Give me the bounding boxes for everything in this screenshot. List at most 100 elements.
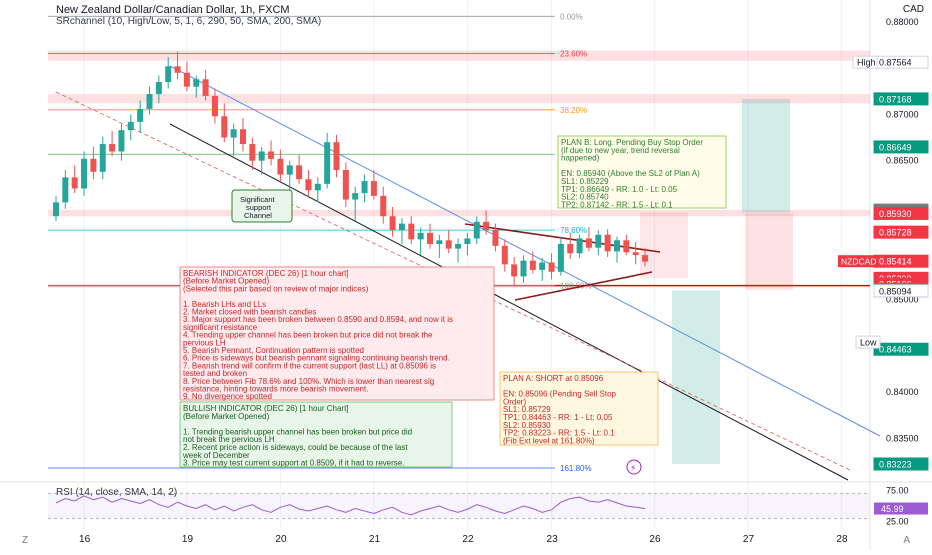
candle-body[interactable] [118,130,125,152]
bearish-indicator-box-text: 7. Bearish trend will confirm if the cur… [183,361,436,370]
candle-body[interactable] [183,72,190,87]
plan-a-box[interactable] [499,371,659,446]
candle-body[interactable] [333,142,340,170]
candle-body[interactable] [604,234,611,252]
indicator-label[interactable]: SRchannel (10, High/Low, 5, 1, 6, 290, 5… [56,16,322,27]
candle-body[interactable] [137,108,144,122]
candle-body[interactable] [81,158,88,189]
candle-body[interactable] [361,181,368,194]
candle-body[interactable] [539,262,546,270]
bullish-indicator-box-text: 3. Price may test current support at 0.8… [183,459,404,468]
candle-body[interactable] [155,82,162,95]
candle-body[interactable] [109,144,116,152]
candle-body[interactable] [202,79,209,96]
sr-zone [48,209,870,217]
bullish-indicator-box-text: 1. Trending bearish upper channel has be… [183,427,412,436]
candle-body[interactable] [548,262,555,272]
candle-body[interactable] [90,158,97,172]
candle-body[interactable] [632,252,639,256]
candle-body[interactable] [127,121,134,131]
price-label-badge [873,140,929,154]
candle-body[interactable] [314,183,321,191]
candle-body[interactable] [557,244,564,272]
candle-body[interactable] [436,240,443,244]
rsi-indicator-label[interactable]: RSI (14, close, SMA, 14, 2) [56,487,178,498]
plan-b-box-text: TP1: 0.86649 - RR: 1.0 - Lt: 0.05 [561,185,678,194]
candle-body[interactable] [455,244,462,249]
candle-body[interactable] [249,144,256,161]
candle-body[interactable] [389,216,396,231]
candle-body[interactable] [614,240,620,252]
candle-body[interactable] [165,66,172,83]
candle-body[interactable] [623,240,630,253]
candle-body[interactable] [576,238,583,254]
planb-stop-zone [640,212,688,279]
y-tick-label: 0.84000 [886,387,919,397]
candle-body[interactable] [642,255,649,262]
plan-a-box-text: PLAN A: SHORT at 0.85096 [503,374,604,383]
bullish-indicator-box[interactable] [179,401,453,468]
candle-body[interactable] [511,264,518,277]
candle-body[interactable] [529,260,536,270]
y-tick-label: 0.86500 [886,156,919,166]
x-tick-label: 22 [462,534,474,545]
candle-body[interactable] [585,238,592,248]
planb-target-zone [742,98,790,213]
candle-body[interactable] [483,221,490,231]
candle-body[interactable] [268,151,275,159]
candle-body[interactable] [71,177,78,189]
candle-body[interactable] [174,66,181,73]
y-tick-label: 0.87000 [886,109,919,119]
candle-body[interactable] [408,223,415,240]
candle-body[interactable] [221,116,228,138]
price-label: 0.84463 [879,345,912,355]
candle-body[interactable] [464,238,471,244]
candle-body[interactable] [352,193,359,200]
candle-body[interactable] [417,232,424,240]
candle-body[interactable] [305,179,312,191]
candle-body[interactable] [296,165,303,180]
support-channel-box[interactable] [231,189,293,223]
price-label: 0.85728 [879,228,912,238]
candle-body[interactable] [342,169,349,200]
candle-body[interactable] [473,221,480,239]
currency-label: CAD [902,4,924,15]
zoom-button[interactable]: Z [22,535,29,546]
candle-body[interactable] [520,260,527,277]
plan-b-box[interactable] [557,135,727,209]
y-tick-label: 0.85000 [886,295,919,305]
candle-body[interactable] [99,144,106,172]
candle-body[interactable] [230,129,237,138]
candle-body[interactable] [567,244,574,254]
candle-body[interactable] [211,95,218,117]
candle-body[interactable] [492,230,499,246]
candle-body[interactable] [370,181,377,196]
bearish-indicator-box[interactable] [179,266,495,401]
bearish-indicator-box-text: 1. Bearish LHs and LLs [183,300,266,309]
bearish-indicator-box-text: significant resistance [183,323,258,332]
support-box-text: Channel [244,211,272,220]
candle-body[interactable] [240,129,246,145]
x-tick-label: 27 [743,534,755,545]
candle-body[interactable] [286,165,293,175]
x-tick-label: 21 [369,534,381,545]
candle-body[interactable] [398,223,405,231]
bearish-indicator-box-text: (Selected this pair based on review of m… [183,284,369,293]
lightning-icon[interactable] [626,459,642,475]
candle-body[interactable] [277,158,284,175]
candle-body[interactable] [193,79,200,87]
candle-body[interactable] [62,177,69,203]
candle-body[interactable] [427,232,433,244]
candle-body[interactable] [324,142,331,184]
auto-scale-button[interactable]: A [903,535,910,546]
bullish-indicator-box-text: BULLISH INDICATOR (DEC 26) [1 hour Chart… [183,404,349,413]
candle-body[interactable] [53,202,59,217]
candle-body[interactable] [501,245,508,265]
candle-body[interactable] [146,94,153,109]
candle-body[interactable] [595,234,602,248]
candle-body[interactable] [380,195,387,217]
candle-body[interactable] [258,151,265,161]
candle-body[interactable] [445,240,452,249]
